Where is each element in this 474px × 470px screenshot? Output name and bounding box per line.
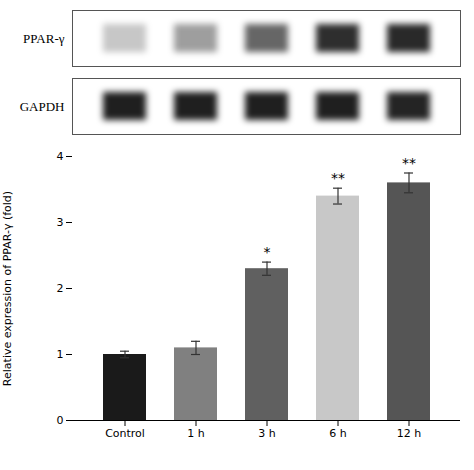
- svg-text:3: 3: [57, 216, 64, 229]
- svg-text:**: **: [402, 155, 416, 171]
- svg-text:Relative expression of PPAR-γ: Relative expression of PPAR-γ (fold): [1, 191, 14, 386]
- svg-text:0: 0: [57, 414, 64, 427]
- svg-text:3 h: 3 h: [258, 427, 275, 440]
- svg-text:1 h: 1 h: [187, 427, 204, 440]
- svg-text:**: **: [331, 170, 345, 186]
- svg-text:2: 2: [57, 282, 64, 295]
- svg-text:Control: Control: [105, 427, 145, 440]
- svg-text:PPAR-γ: PPAR-γ: [23, 31, 65, 46]
- svg-text:6 h: 6 h: [329, 427, 346, 440]
- svg-text:GAPDH: GAPDH: [20, 99, 65, 114]
- svg-text:1: 1: [57, 348, 64, 361]
- svg-text:4: 4: [57, 150, 64, 163]
- svg-text:*: *: [264, 244, 271, 260]
- svg-text:12 h: 12 h: [397, 427, 421, 440]
